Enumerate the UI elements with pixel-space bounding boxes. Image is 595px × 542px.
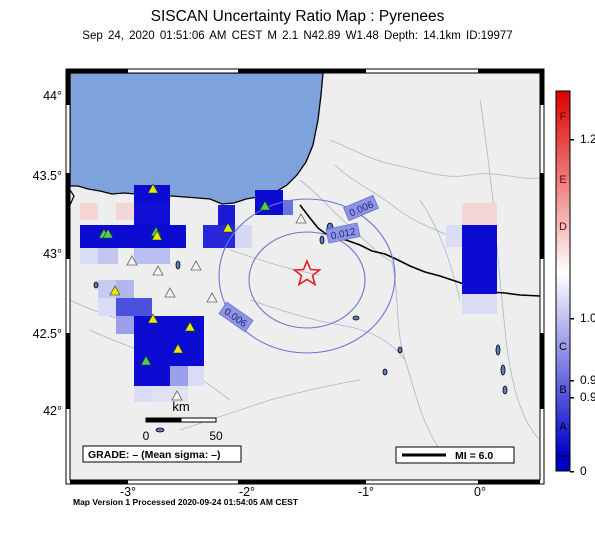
colorbar-value: 0.9 <box>580 390 595 404</box>
station-triangle-icon <box>172 343 184 354</box>
border-west <box>70 189 75 206</box>
y-tick-label: 43° <box>43 247 62 261</box>
station-triangle-icon <box>184 321 196 332</box>
grade-letter: E <box>559 174 566 186</box>
colorbar-letters: F E D C B A <box>559 111 567 433</box>
station-open-triangle-icon <box>152 265 164 276</box>
footer-processed: Map Version 1 Processed 2020-09-24 01:54… <box>73 497 299 507</box>
stations-active <box>98 183 271 366</box>
station-open-triangle-icon <box>126 255 138 266</box>
contours <box>218 198 396 354</box>
station-triangle-icon <box>102 228 114 239</box>
colorbar-value: 0.9 <box>580 373 595 387</box>
map-area[interactable]: 0.006 0.012 0.006 <box>70 73 540 480</box>
y-tick-label: 44° <box>43 89 62 103</box>
colorbar-ticks <box>570 139 574 473</box>
x-tick-label: -3° <box>120 485 136 499</box>
station-open-triangle-icon <box>171 390 183 401</box>
station-open-triangle-icon <box>206 292 218 303</box>
x-tick-label: 0° <box>474 485 486 499</box>
grade-letter: A <box>559 421 567 433</box>
star-icon[interactable] <box>292 258 322 287</box>
station-triangle-icon <box>147 183 159 194</box>
station-triangle-icon <box>147 313 159 324</box>
scale-bar: km 0 50 <box>143 399 223 443</box>
station-triangle-icon <box>151 230 163 241</box>
mi-legend: MI = 6.0 <box>395 446 515 464</box>
event-datetime: Sep 24, 2020 01:51:06 AM CEST <box>82 30 263 42</box>
station-open-triangle-icon <box>295 213 307 224</box>
mi-text: MI = 6.0 <box>455 450 493 462</box>
rivers <box>70 99 540 451</box>
station-triangle-icon <box>140 355 152 366</box>
event-magnitude: M 2.1 <box>267 30 299 42</box>
colorbar: F E D C B A 1.2 1.0 0.9 0.9 0 <box>555 90 595 478</box>
y-tick-label: 42.5° <box>33 327 62 341</box>
grade-letter: C <box>559 341 567 353</box>
event-id: ID:19977 <box>466 30 513 42</box>
station-open-triangle-icon <box>190 260 202 271</box>
map-frame <box>65 68 545 485</box>
event-info: Sep 24, 2020 01:51:06 AM CEST M 2.1 N42.… <box>0 30 595 42</box>
colorbar-value: 1.2 <box>580 132 595 146</box>
y-axis: 44° 43.5° 43° 42.5° 42° <box>33 89 62 418</box>
colorbar-values: 1.2 1.0 0.9 0.9 0 <box>580 132 595 478</box>
station-triangle-icon <box>222 222 234 233</box>
x-tick-label: -2° <box>239 485 255 499</box>
colorbar-value: 1.0 <box>580 311 595 325</box>
event-location: N42.89 W1.48 <box>303 30 379 42</box>
sea <box>70 73 324 205</box>
y-tick-label: 43.5° <box>33 169 62 183</box>
scale-unit: km <box>172 399 189 414</box>
contour-label: 0.012 <box>330 226 357 242</box>
y-tick-label: 42° <box>43 404 62 418</box>
station-triangle-icon <box>259 200 271 211</box>
colorbar-value: 0 <box>580 464 587 478</box>
grade-letter: D <box>559 221 567 233</box>
lakes <box>93 222 508 395</box>
event-depth: Depth: 14.1km <box>384 30 461 42</box>
grade-letter: B <box>559 384 566 396</box>
grade-letter: F <box>560 111 567 123</box>
x-axis: -3° -2° -1° 0° <box>120 485 486 499</box>
grade-text: GRADE: – (Mean sigma: –) <box>88 449 220 461</box>
map-title: SISCAN Uncertainty Ratio Map : Pyrenees <box>150 8 445 25</box>
x-tick-label: -1° <box>358 485 374 499</box>
scale-start: 0 <box>143 429 150 443</box>
scale-end: 50 <box>209 429 223 443</box>
station-triangle-icon <box>109 285 121 296</box>
ratio-grid <box>80 185 497 402</box>
stations-inactive <box>126 213 307 401</box>
station-open-triangle-icon <box>164 287 176 298</box>
grade-box: GRADE: – (Mean sigma: –) <box>82 445 242 463</box>
